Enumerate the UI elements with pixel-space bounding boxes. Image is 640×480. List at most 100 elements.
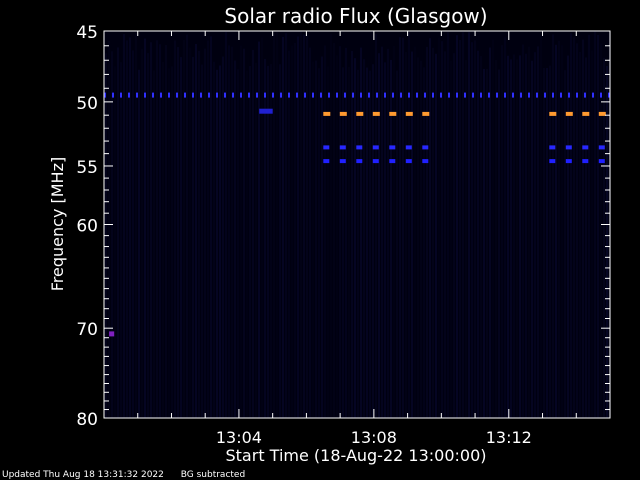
noise-stripe <box>429 38 431 419</box>
noise-stripe <box>180 57 182 418</box>
noise-stripe <box>225 31 227 419</box>
interference-band-49.5 <box>320 92 322 98</box>
noise-stripe <box>339 46 341 419</box>
noise-stripe <box>405 52 407 419</box>
y-tick-label: 70 <box>76 320 98 340</box>
noise-stripe <box>381 46 383 418</box>
noise-stripe <box>297 36 299 418</box>
noise-stripe <box>570 33 572 419</box>
noise-stripe <box>600 43 602 419</box>
interference-band-53.5 <box>389 145 396 150</box>
noise-stripe <box>495 59 497 419</box>
noise-stripe <box>255 62 257 418</box>
noise-stripe <box>150 42 152 418</box>
noise-stripe <box>153 70 155 418</box>
noise-stripe <box>597 34 599 418</box>
noise-stripe <box>519 55 521 418</box>
noise-stripe <box>531 60 533 418</box>
noise-stripe <box>219 65 221 419</box>
interference-band-54.6b <box>549 159 556 164</box>
noise-stripe <box>135 33 137 418</box>
interference-band-49.5 <box>504 92 506 98</box>
noise-stripe <box>198 50 200 418</box>
noise-stripe <box>177 47 179 418</box>
noise-stripe <box>312 61 314 418</box>
background-mode: BG subtracted <box>180 470 246 480</box>
interference-band-54.6 <box>422 159 429 164</box>
noise-stripe <box>141 48 143 418</box>
noise-stripe <box>507 55 509 419</box>
interference-band-49.5 <box>112 92 114 98</box>
interference-band-49.5 <box>328 92 330 98</box>
noise-stripe <box>387 48 389 418</box>
noise-stripe <box>357 69 359 418</box>
noise-stripe <box>510 59 512 418</box>
interference-band-54.6 <box>405 159 412 164</box>
noise-stripe <box>147 53 149 419</box>
noise-stripe <box>606 65 608 418</box>
noise-stripe <box>582 39 584 418</box>
noise-stripe <box>204 48 206 418</box>
noise-stripe <box>552 34 554 419</box>
noise-stripe <box>303 34 305 418</box>
noise-stripe <box>282 36 284 418</box>
signal-features <box>104 92 610 337</box>
plot-background <box>104 31 610 418</box>
noise-stripe <box>525 53 527 418</box>
noise-stripe <box>186 34 188 418</box>
noise-stripe <box>504 37 506 419</box>
noise-stripe <box>567 55 569 419</box>
noise-stripe <box>456 35 458 418</box>
noise-stripe <box>216 69 218 418</box>
interference-band-50.9b <box>549 111 557 116</box>
noise-stripe <box>369 70 371 418</box>
interference-band-50.9b <box>598 111 606 116</box>
interference-band-49.5 <box>288 92 290 98</box>
noise-stripe <box>183 39 185 419</box>
noise-stripe <box>333 43 335 419</box>
noise-stripe <box>120 62 122 418</box>
interference-band-54.6b <box>565 159 572 164</box>
noise-stripe <box>345 47 347 419</box>
noise-stripe <box>108 40 110 418</box>
noise-stripe <box>417 57 419 418</box>
noise-stripe <box>162 61 164 418</box>
interference-band-49.5 <box>104 92 106 98</box>
noise-stripe <box>213 61 215 419</box>
interference-band-54.6 <box>339 159 346 164</box>
noise-stripe <box>555 44 557 418</box>
noise-stripe <box>432 47 434 419</box>
noise-stripe <box>522 44 524 418</box>
noise-stripe <box>132 50 134 418</box>
noise-stripe <box>423 67 425 419</box>
interference-band-49.5 <box>144 92 146 98</box>
noise-stripe <box>468 32 470 418</box>
noise-stripe <box>189 47 191 418</box>
noise-stripe <box>228 45 230 418</box>
noise-stripe <box>471 42 473 418</box>
interference-band-49.5 <box>592 92 594 98</box>
interference-band-49.5 <box>136 92 138 98</box>
blip-51 <box>259 108 273 114</box>
axis-ticks <box>104 30 610 419</box>
noise-stripe <box>444 51 446 419</box>
noise-stripe <box>309 47 311 419</box>
noise-stripe <box>561 45 563 418</box>
interference-band-49.5 <box>496 92 498 98</box>
noise-stripe <box>330 33 332 419</box>
interference-band-49.5 <box>232 92 234 98</box>
noise-stripe <box>594 31 596 418</box>
interference-band-49.5 <box>512 92 514 98</box>
noise-stripe <box>327 66 329 418</box>
interference-band-49.5 <box>168 92 170 98</box>
noise-stripe <box>435 53 437 419</box>
noise-stripe <box>474 40 476 419</box>
noise-stripe <box>576 43 578 418</box>
interference-band-49.5 <box>408 92 410 98</box>
noise-stripe <box>315 60 317 419</box>
interference-band-49.5 <box>568 92 570 98</box>
noise-stripe <box>591 50 593 418</box>
noise-stripe <box>171 66 173 418</box>
interference-band-49.5 <box>584 92 586 98</box>
noise-stripe <box>603 57 605 419</box>
